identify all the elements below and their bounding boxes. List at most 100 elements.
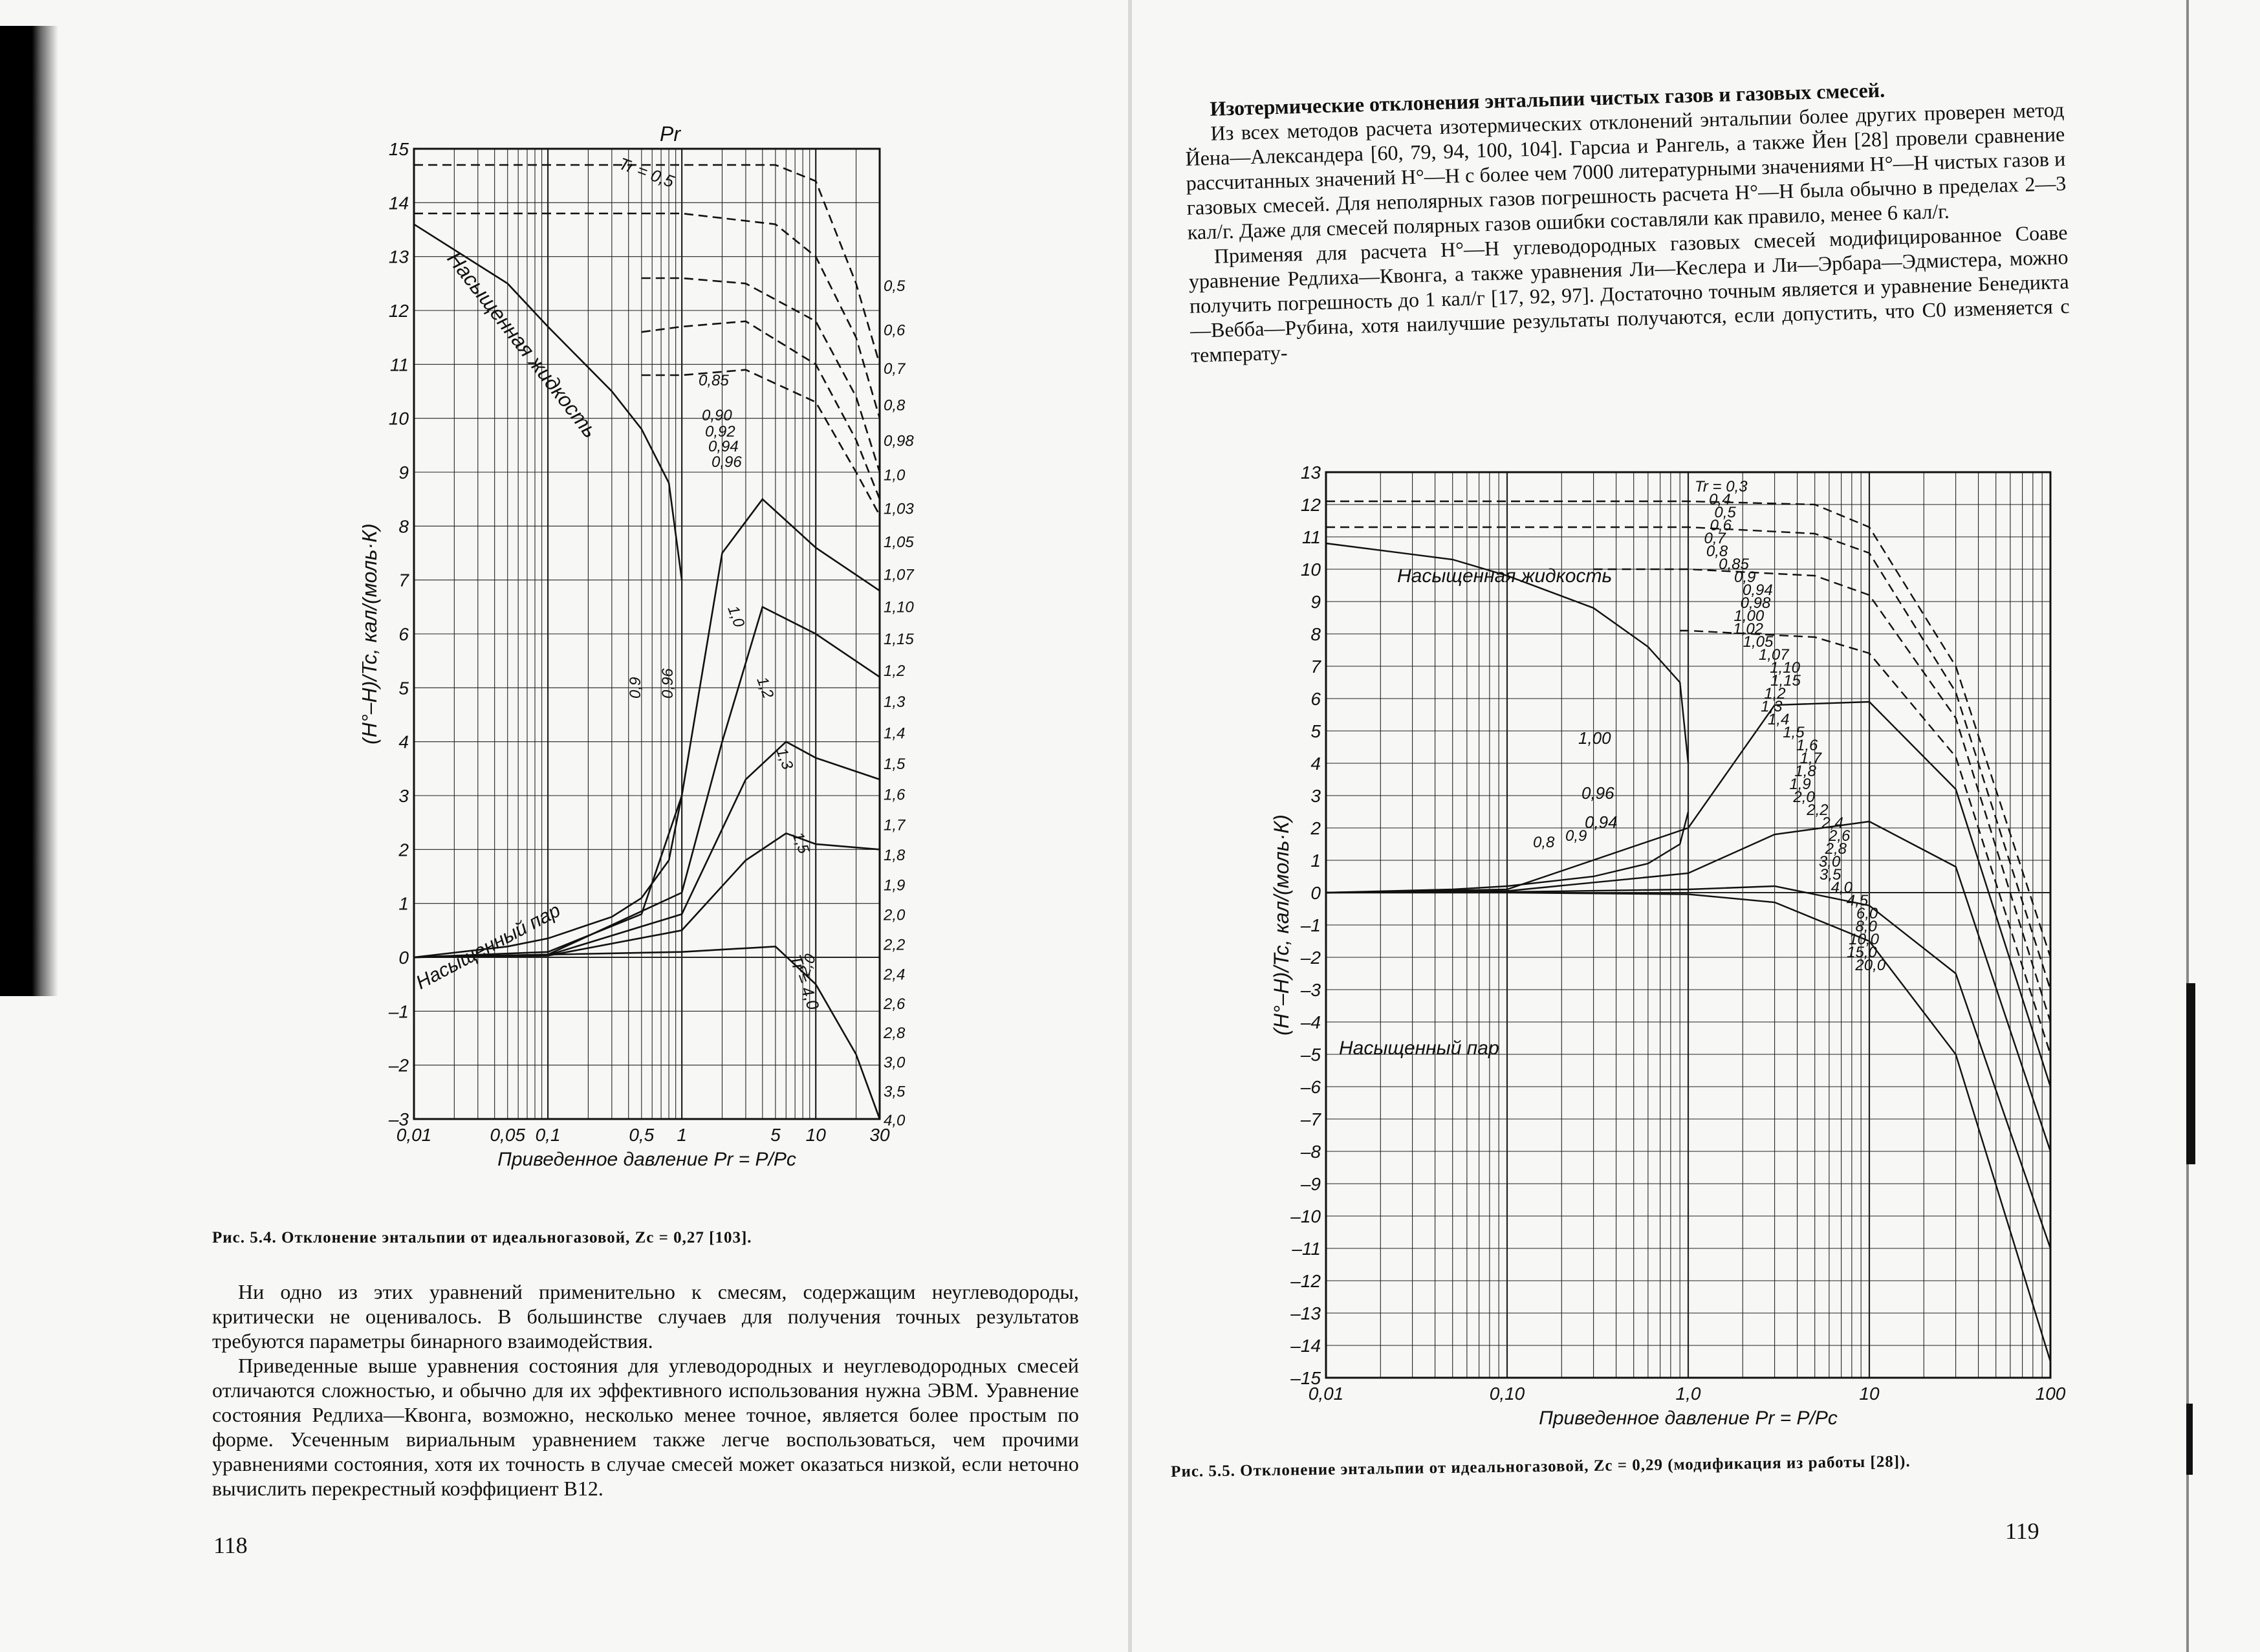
chart-annotation: 0,8 bbox=[1533, 834, 1555, 851]
x-tick-label: 30 bbox=[869, 1125, 890, 1145]
page-number-left: 118 bbox=[213, 1532, 248, 1558]
x-tick-label: 5 bbox=[770, 1125, 781, 1145]
tr-curve-label: 1,4 bbox=[884, 724, 905, 742]
isotherm-curve bbox=[641, 277, 881, 473]
saturated-liquid-curve bbox=[1325, 542, 1690, 764]
tr-curve-label: 0,7 bbox=[1704, 530, 1726, 547]
y-tick-label: 14 bbox=[389, 193, 409, 213]
x-tick-label: 0,5 bbox=[629, 1125, 654, 1145]
tr-curve-label: 1,05 bbox=[1743, 633, 1774, 651]
chart-annotation: 1,5 bbox=[788, 830, 812, 856]
isotherm-curve bbox=[413, 945, 881, 1120]
y-tick-label: 1 bbox=[398, 894, 409, 914]
isotherm-curve bbox=[1325, 701, 2052, 1087]
y-tick-label: 10 bbox=[389, 409, 409, 429]
tr-curve-label: 8,0 bbox=[1855, 918, 1877, 935]
x-axis-label: Приведенное давление Pr = P/Pc bbox=[1539, 1407, 1838, 1429]
tr-curve-label: 4,5 bbox=[1847, 892, 1869, 909]
tr-curve-label: 3,5 bbox=[884, 1083, 906, 1100]
figure-caption-left: Рис. 5.4. Отклонение энтальпии от идеаль… bbox=[212, 1229, 752, 1246]
y-tick-label: 13 bbox=[1301, 462, 1321, 483]
y-tick-label: 5 bbox=[398, 678, 409, 698]
tr-curve-label: 3,5 bbox=[1820, 866, 1842, 884]
y-tick-label: 9 bbox=[1310, 592, 1321, 612]
y-tick-label: –11 bbox=[1291, 1239, 1321, 1259]
tr-curve-label: 2,4 bbox=[1821, 814, 1843, 832]
y-tick-label: 11 bbox=[390, 354, 409, 375]
paragraph: Из всех методов расчета изотермических о… bbox=[1185, 98, 2067, 244]
x-tick-label: 100 bbox=[2036, 1384, 2066, 1404]
y-tick-label: 12 bbox=[389, 301, 409, 321]
tr-curve-label: 2,8 bbox=[1825, 840, 1847, 858]
isotherm-curve bbox=[1326, 500, 2052, 958]
tr-curve-label: 1,10 bbox=[884, 599, 914, 616]
tr-curve-label: 3,0 bbox=[1819, 853, 1841, 871]
tr-curve-label: 1,07 bbox=[884, 567, 915, 584]
tr-curve-label: 1,5 bbox=[884, 755, 906, 773]
chart-annotation: 0,90 bbox=[702, 407, 732, 424]
x-tick-label: 0,05 bbox=[490, 1125, 525, 1145]
y-tick-label: 0 bbox=[1310, 883, 1321, 903]
tr-curve-label: 1,0 bbox=[884, 467, 906, 484]
y-tick-label: –15 bbox=[1290, 1368, 1321, 1388]
tr-curve-label: 2,4 bbox=[883, 966, 905, 983]
paragraph: Ни одно из этих уравнений применительно … bbox=[212, 1280, 1079, 1353]
tr-curve-label: 6,0 bbox=[1856, 905, 1878, 922]
tr-curve-label: 1,6 bbox=[884, 786, 906, 803]
chart-annotation: Насыщенный пар bbox=[1339, 1038, 1499, 1059]
tr-curve-label: 1,3 bbox=[884, 693, 906, 711]
tr-curve-label: 2,2 bbox=[1806, 801, 1828, 819]
tr-curve-label: 1,03 bbox=[884, 501, 914, 518]
book-spine bbox=[1128, 0, 1132, 1652]
y-tick-label: 9 bbox=[398, 462, 409, 483]
isotherm-curve bbox=[1593, 568, 2052, 1023]
y-tick-label: 4 bbox=[1310, 754, 1321, 774]
tr-curve-label: 0,6 bbox=[884, 322, 906, 340]
y-tick-label: –13 bbox=[1290, 1303, 1321, 1323]
y-tick-label: 7 bbox=[398, 571, 409, 591]
tr-curve-label: 3,0 bbox=[884, 1054, 906, 1071]
tr-curve-label: 0,7 bbox=[884, 360, 906, 378]
tr-curve-label: 0,94 bbox=[1743, 581, 1773, 599]
isotherm-curve bbox=[641, 320, 881, 500]
tr-curve-label: 1,00 bbox=[1733, 607, 1764, 625]
chart-annotation: Насыщенная жидкость bbox=[442, 247, 602, 442]
chart-annotation: 0,96 bbox=[659, 668, 677, 699]
x-tick-label: 0,01 bbox=[397, 1125, 432, 1145]
tr-curve-label: 1,15 bbox=[1770, 672, 1801, 690]
tr-curve-label: 2,2 bbox=[883, 937, 905, 954]
tr-curve-label: 1,2 bbox=[1764, 685, 1785, 702]
tr-curve-label: 0,4 bbox=[1709, 491, 1730, 508]
tr-curve-label: 1,7 bbox=[1800, 750, 1823, 767]
chart-annotation: 1,00 bbox=[1578, 728, 1611, 748]
tr-curve-label: 2,6 bbox=[1828, 827, 1851, 845]
y-tick-label: –4 bbox=[1300, 1012, 1321, 1032]
y-axis-label: (H°–H)/Tc, кал/(моль·К) bbox=[1270, 814, 1293, 1036]
tr-curve-label: 10,0 bbox=[1849, 931, 1879, 948]
y-tick-label: –1 bbox=[1300, 915, 1321, 935]
tr-curve-label: 2,6 bbox=[883, 995, 906, 1013]
y-tick-label: 1 bbox=[1310, 851, 1321, 871]
tr-curve-label: 1,8 bbox=[1794, 763, 1816, 780]
chart-annotation: 1,2 bbox=[753, 675, 777, 701]
isotherm-curve bbox=[1326, 526, 2052, 990]
isotherm-curve bbox=[414, 164, 881, 365]
chart-annotation: 1,3 bbox=[772, 746, 796, 772]
tr-curve-label: 1,2 bbox=[884, 662, 905, 680]
y-tick-label: 3 bbox=[398, 786, 409, 806]
y-tick-label: 5 bbox=[1310, 721, 1321, 741]
y-axis-label: (H°–H)/Tc, кал/(моль·К) bbox=[362, 523, 381, 744]
chart-annotation: 0,9 bbox=[1565, 827, 1587, 845]
saturated-liquid-curve bbox=[413, 223, 683, 580]
x-tick-label: 1 bbox=[677, 1125, 687, 1145]
y-tick-label: 2 bbox=[398, 840, 409, 860]
tr-curve-label: 1,3 bbox=[1761, 698, 1783, 715]
tr-curve-label: 2,0 bbox=[1792, 788, 1815, 806]
y-tick-label: 3 bbox=[1310, 786, 1321, 806]
chart-annotation: 0,96 bbox=[1581, 783, 1614, 803]
right-page: Изотермические отклонения энтальпии чист… bbox=[1132, 0, 2260, 1652]
x-tick-label: 10 bbox=[1859, 1384, 1880, 1404]
chart-annotation: Насыщенный пар bbox=[413, 900, 564, 994]
tr-curve-label: 1,5 bbox=[1783, 724, 1805, 741]
chart-annotation: Насыщенная жидкость bbox=[1397, 565, 1612, 587]
